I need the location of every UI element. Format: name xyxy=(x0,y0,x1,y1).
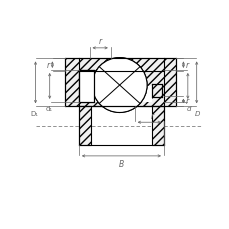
Bar xyxy=(65,59,176,107)
Bar xyxy=(151,107,163,146)
Bar xyxy=(152,85,161,98)
Bar xyxy=(79,71,94,102)
Bar xyxy=(79,107,91,146)
Circle shape xyxy=(92,58,147,113)
Text: r: r xyxy=(46,61,49,70)
Text: r: r xyxy=(185,97,188,106)
Circle shape xyxy=(92,58,147,113)
Text: D₁: D₁ xyxy=(30,110,38,116)
Text: d: d xyxy=(186,106,190,112)
Bar xyxy=(79,71,94,102)
Text: B: B xyxy=(118,159,123,168)
Text: r: r xyxy=(150,112,153,121)
Text: r: r xyxy=(185,61,188,70)
Bar xyxy=(94,87,152,102)
Text: d₁: d₁ xyxy=(45,106,52,112)
Text: D: D xyxy=(194,110,199,116)
Text: r: r xyxy=(98,37,101,46)
